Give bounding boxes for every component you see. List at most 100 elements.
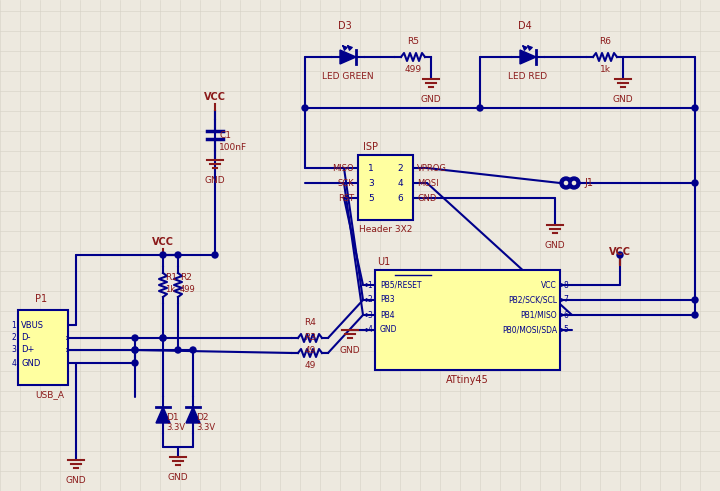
- Circle shape: [160, 252, 166, 258]
- Circle shape: [568, 177, 580, 189]
- Text: P1: P1: [35, 294, 47, 304]
- Text: VCC: VCC: [541, 280, 557, 290]
- Text: 3.3V: 3.3V: [196, 424, 215, 433]
- Text: 1: 1: [367, 280, 372, 290]
- Circle shape: [571, 180, 577, 186]
- Text: GND: GND: [204, 176, 225, 185]
- Text: C1: C1: [219, 131, 231, 139]
- Text: 2: 2: [12, 333, 16, 343]
- Text: J1: J1: [584, 178, 593, 188]
- Text: D-: D-: [21, 333, 30, 343]
- Circle shape: [190, 347, 196, 353]
- Text: 6: 6: [563, 310, 568, 320]
- Text: MISO: MISO: [333, 164, 354, 172]
- Text: GND: GND: [380, 326, 397, 334]
- Circle shape: [175, 252, 181, 258]
- Bar: [375, 270, 560, 370]
- Text: R1: R1: [165, 273, 177, 282]
- Text: 8: 8: [563, 280, 568, 290]
- Polygon shape: [520, 50, 536, 64]
- Text: 1: 1: [368, 164, 374, 172]
- Circle shape: [692, 180, 698, 186]
- Polygon shape: [340, 50, 356, 64]
- Text: PB4: PB4: [380, 310, 395, 320]
- Text: R3: R3: [304, 333, 316, 342]
- Text: GND: GND: [168, 473, 189, 482]
- Text: GND: GND: [545, 241, 565, 250]
- Circle shape: [302, 105, 308, 111]
- Circle shape: [160, 335, 166, 341]
- Text: LED GREEN: LED GREEN: [322, 72, 374, 81]
- Text: GND: GND: [613, 95, 634, 104]
- Text: 4: 4: [367, 326, 372, 334]
- Text: 49: 49: [305, 346, 315, 355]
- Text: 100nF: 100nF: [219, 142, 247, 152]
- Text: 4: 4: [11, 358, 16, 367]
- Text: GND: GND: [420, 95, 441, 104]
- Circle shape: [477, 105, 483, 111]
- Text: R4: R4: [304, 318, 316, 327]
- Text: D1: D1: [166, 412, 179, 421]
- Text: D4: D4: [518, 21, 532, 31]
- Polygon shape: [156, 407, 170, 423]
- Text: 3: 3: [367, 310, 372, 320]
- Text: USB_A: USB_A: [35, 390, 64, 399]
- Text: 3.3V: 3.3V: [166, 424, 185, 433]
- Circle shape: [560, 177, 572, 189]
- Text: MOSI: MOSI: [417, 179, 438, 188]
- Circle shape: [175, 347, 181, 353]
- Text: GND: GND: [340, 346, 360, 355]
- Text: LED RED: LED RED: [508, 72, 548, 81]
- Text: R5: R5: [407, 37, 419, 46]
- Text: SCK: SCK: [338, 179, 354, 188]
- Text: 3: 3: [368, 179, 374, 188]
- Circle shape: [132, 335, 138, 341]
- Text: 4: 4: [397, 179, 402, 188]
- Text: 2: 2: [397, 164, 402, 172]
- Circle shape: [160, 335, 166, 341]
- Circle shape: [692, 105, 698, 111]
- Circle shape: [617, 252, 623, 258]
- Circle shape: [132, 347, 138, 353]
- Text: PB1/MISO: PB1/MISO: [521, 310, 557, 320]
- Text: 499: 499: [180, 284, 196, 294]
- Text: 49: 49: [305, 361, 315, 370]
- Text: 6: 6: [397, 193, 403, 202]
- Text: GND: GND: [66, 476, 86, 485]
- Circle shape: [692, 297, 698, 303]
- Text: PB3: PB3: [380, 296, 395, 304]
- Text: 3: 3: [11, 346, 16, 355]
- Circle shape: [132, 347, 138, 353]
- Circle shape: [212, 252, 218, 258]
- Text: ATtiny45: ATtiny45: [446, 375, 489, 385]
- Text: R2: R2: [180, 273, 192, 282]
- Text: PB2/SCK/SCL: PB2/SCK/SCL: [508, 296, 557, 304]
- Text: GND: GND: [21, 358, 40, 367]
- Text: ISP: ISP: [363, 142, 378, 152]
- Text: VPROG: VPROG: [417, 164, 447, 172]
- Polygon shape: [186, 407, 200, 423]
- Circle shape: [563, 180, 569, 186]
- Text: U1: U1: [377, 257, 390, 267]
- Text: GND: GND: [417, 193, 436, 202]
- Text: 5: 5: [368, 193, 374, 202]
- Bar: [358, 155, 413, 220]
- Text: D2: D2: [196, 412, 209, 421]
- Circle shape: [692, 312, 698, 318]
- Text: 1k: 1k: [600, 65, 611, 74]
- Text: 499: 499: [405, 65, 422, 74]
- Bar: [18, 310, 68, 385]
- Text: VCC: VCC: [609, 247, 631, 257]
- Text: R6: R6: [599, 37, 611, 46]
- Text: D+: D+: [21, 346, 35, 355]
- Text: 5: 5: [563, 326, 568, 334]
- Text: 1: 1: [12, 321, 16, 329]
- Text: RST: RST: [338, 193, 354, 202]
- Text: 7: 7: [563, 296, 568, 304]
- Text: D3: D3: [338, 21, 352, 31]
- Circle shape: [132, 360, 138, 366]
- Text: 2: 2: [367, 296, 372, 304]
- Text: VBUS: VBUS: [21, 321, 44, 329]
- Text: VCC: VCC: [204, 92, 226, 102]
- Text: VCC: VCC: [152, 237, 174, 247]
